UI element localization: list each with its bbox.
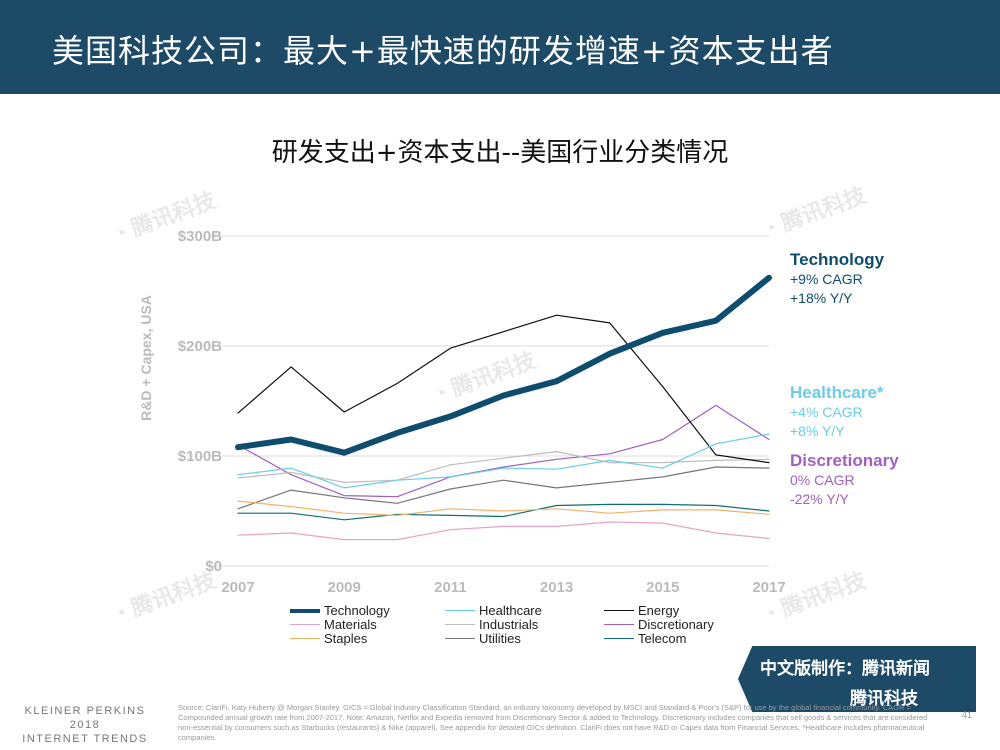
legend-label: Discretionary: [638, 617, 714, 632]
annotation-line: +8% Y/Y: [790, 423, 845, 439]
y-tick-label: $200B: [178, 338, 222, 355]
annotation-technology: Technology +9% CAGR +18% Y/Y: [790, 250, 884, 308]
legend-swatch: [604, 610, 634, 611]
legend-item: Discretionary: [604, 617, 714, 632]
series-line-technology: [235, 274, 772, 456]
legend-label: Technology: [324, 603, 390, 618]
annotation-line: +9% CAGR: [790, 271, 863, 287]
legend-item: Telecom: [604, 631, 686, 646]
annotation-line: +18% Y/Y: [790, 290, 853, 306]
annotation-title: Discretionary: [790, 451, 899, 470]
legend-swatch: [445, 610, 475, 611]
legend-swatch: [604, 638, 634, 639]
legend-label: Materials: [324, 617, 377, 632]
series-line-staples: [237, 500, 770, 517]
brand-line: INTERNET TRENDS: [22, 733, 148, 745]
legend-item: Healthcare: [445, 603, 542, 618]
legend-swatch: [604, 624, 634, 625]
x-tick-label: 2011: [434, 579, 467, 596]
legend-swatch: [290, 608, 320, 613]
page-title: 美国科技公司：最大+最快速的研发增速+资本支出者: [52, 32, 834, 70]
series-line-materials: [237, 521, 770, 541]
series-line-healthcare: [237, 433, 770, 489]
legend-item: Energy: [604, 603, 679, 618]
legend-label: Energy: [638, 603, 680, 618]
legend-swatch: [445, 624, 475, 625]
legend-label: Utilities: [479, 631, 521, 646]
source-note: Source: ClariFi, Katy Huberty @ Morgan S…: [178, 703, 928, 742]
x-tick-label: 2017: [752, 579, 785, 596]
y-tick-label: $300B: [178, 228, 222, 245]
legend-item: Materials: [290, 617, 377, 632]
annotation-line: +4% CAGR: [790, 404, 863, 420]
brand-line: KLEINER PERKINS: [24, 705, 146, 717]
badge-line1: 中文版制作：腾讯新闻: [760, 659, 930, 678]
brand-line: 2018: [69, 719, 101, 731]
legend-swatch: [290, 638, 320, 639]
legend-label: Telecom: [638, 631, 687, 646]
badge-line2: 腾讯科技: [850, 689, 918, 708]
legend-swatch: [445, 638, 475, 639]
x-tick-label: 2015: [646, 579, 679, 596]
series-line-telecom: [237, 503, 770, 521]
legend-item: Technology: [290, 603, 390, 618]
legend-item: Utilities: [445, 631, 521, 646]
legend-label: Industrials: [479, 617, 539, 632]
chart-title: 研发支出+资本支出--美国行业分类情况: [271, 138, 729, 168]
y-tick-label: $0: [205, 558, 222, 575]
x-tick-label: 2013: [540, 579, 573, 596]
y-tick-label: $100B: [178, 448, 222, 465]
brand-logo: KLEINER PERKINS 2018 INTERNET TRENDS: [10, 704, 160, 746]
x-tick-label: 2007: [221, 579, 254, 596]
series-line-industrials: [237, 451, 770, 483]
series-line-discretionary: [237, 404, 770, 498]
legend-item: Industrials: [445, 617, 538, 632]
page-number: 41: [962, 710, 973, 720]
y-axis-label: R&D + Capex, USA: [138, 295, 154, 421]
series-line-utilities: [237, 466, 770, 510]
legend-label: Staples: [324, 631, 368, 646]
annotation-line: 0% CAGR: [790, 472, 855, 488]
annotation-healthcare: Healthcare* +4% CAGR +8% Y/Y: [790, 383, 884, 441]
legend-label: Healthcare: [479, 603, 542, 618]
legend-swatch: [290, 624, 320, 625]
legend-item: Staples: [290, 631, 367, 646]
annotation-discretionary: Discretionary 0% CAGR -22% Y/Y: [790, 451, 899, 509]
series-line-energy: [237, 314, 770, 464]
annotation-line: -22% Y/Y: [790, 491, 849, 507]
annotation-title: Healthcare*: [790, 383, 884, 402]
header-bar: 美国科技公司：最大+最快速的研发增速+资本支出者: [0, 0, 1000, 94]
producer-badge: 中文版制作：腾讯新闻 腾讯科技: [738, 646, 976, 712]
x-tick-label: 2009: [328, 579, 361, 596]
annotation-title: Technology: [790, 250, 885, 269]
